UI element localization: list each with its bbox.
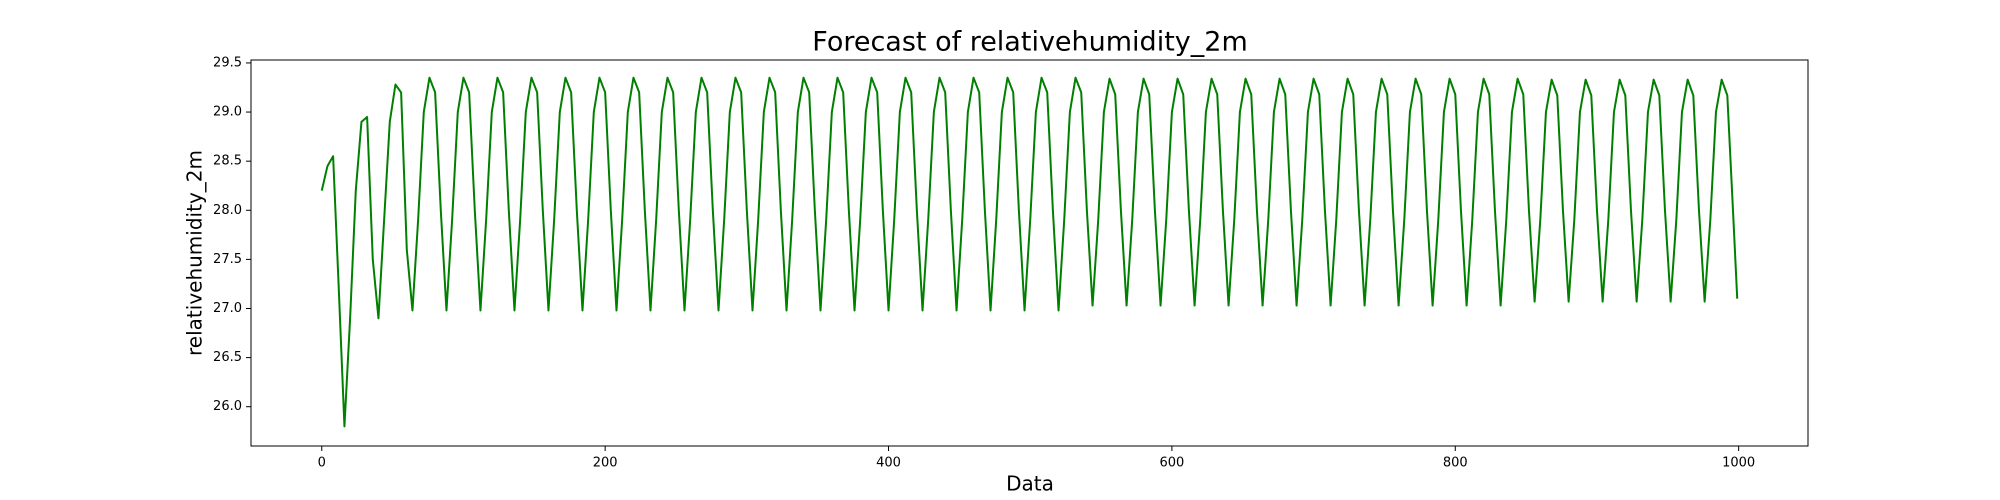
x-tick-label: 200 <box>593 456 618 471</box>
plot-frame <box>250 59 1809 447</box>
y-tick-label: 27.0 <box>213 301 242 316</box>
line <box>320 76 1739 428</box>
y-tick-label: 28.5 <box>213 154 242 169</box>
y-tick-label: 29.0 <box>213 105 242 120</box>
y-tick-label: 26.5 <box>213 350 242 365</box>
x-tick-label: 400 <box>876 456 901 471</box>
x-tick-label: 600 <box>1159 456 1184 471</box>
chart-title: Forecast of relativehumidity_2m <box>812 27 1248 58</box>
x-tick-label: 0 <box>318 456 326 471</box>
x-tick-label: 800 <box>1443 456 1468 471</box>
x-tick-label: 1000 <box>1722 456 1755 471</box>
y-tick-label: 28.0 <box>213 203 242 218</box>
x-axis-label: Data <box>1006 472 1054 496</box>
y-axis-label: relativehumidity_2m <box>183 150 207 356</box>
y-tick-label: 26.0 <box>213 399 242 414</box>
y-tick-label: 27.5 <box>213 252 242 267</box>
y-tick-label: 29.5 <box>213 55 242 70</box>
